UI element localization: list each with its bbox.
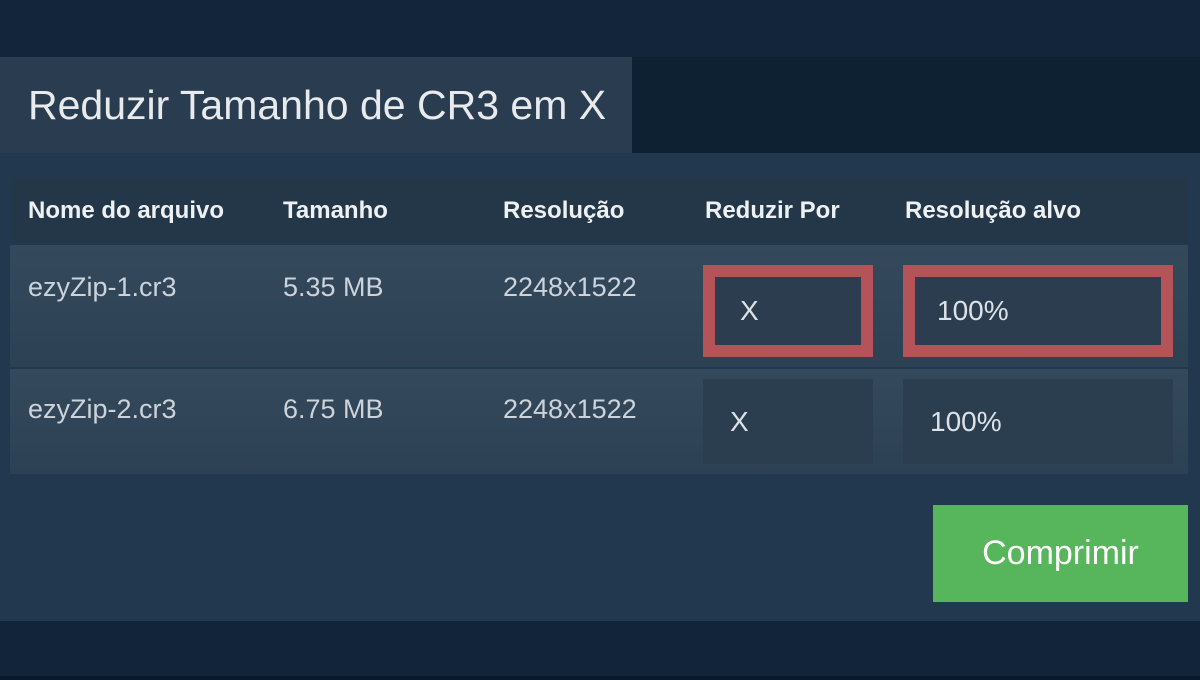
reduce-by-select[interactable]: X [703,379,873,464]
bottom-bar [0,621,1200,676]
title-row: Reduzir Tamanho de CR3 em X [0,57,1200,153]
table-header-row: Nome do arquivo Tamanho Resolução Reduzi… [10,178,1188,243]
target-resolution-value: 100% [937,295,1009,326]
column-header-target-resolution: Resolução alvo [905,197,1082,224]
title-panel: Reduzir Tamanho de CR3 em X [0,57,632,153]
reduce-by-value: X [730,405,749,437]
resolution-cell: 2248x1522 [503,394,637,424]
compress-button[interactable]: Comprimir [933,505,1188,602]
column-header-size: Tamanho [283,197,388,224]
column-header-resolution: Resolução [503,197,625,224]
top-bar [0,0,1200,57]
column-header-reduce-by: Reduzir Por [705,197,840,224]
target-resolution-value: 100% [930,405,1002,437]
target-resolution-select[interactable]: 100% [903,379,1173,464]
table-row: ezyZip-2.cr3 6.75 MB 2248x1522 X 100% [10,369,1188,474]
size-cell: 5.35 MB [283,272,384,302]
filename-cell: ezyZip-1.cr3 [28,272,177,302]
resolution-cell: 2248x1522 [503,272,637,302]
size-cell: 6.75 MB [283,394,384,424]
table-row: ezyZip-1.cr3 5.35 MB 2248x1522 X 100% [10,245,1188,367]
main-content: Nome do arquivo Tamanho Resolução Reduzi… [0,153,1200,621]
reduce-by-value: X [740,295,759,326]
filename-cell: ezyZip-2.cr3 [28,394,177,424]
column-header-filename: Nome do arquivo [28,197,225,224]
page-title: Reduzir Tamanho de CR3 em X [28,82,607,128]
reduce-by-select[interactable]: X [703,265,873,357]
target-resolution-select[interactable]: 100% [903,265,1173,357]
bottom-edge [0,676,1200,680]
